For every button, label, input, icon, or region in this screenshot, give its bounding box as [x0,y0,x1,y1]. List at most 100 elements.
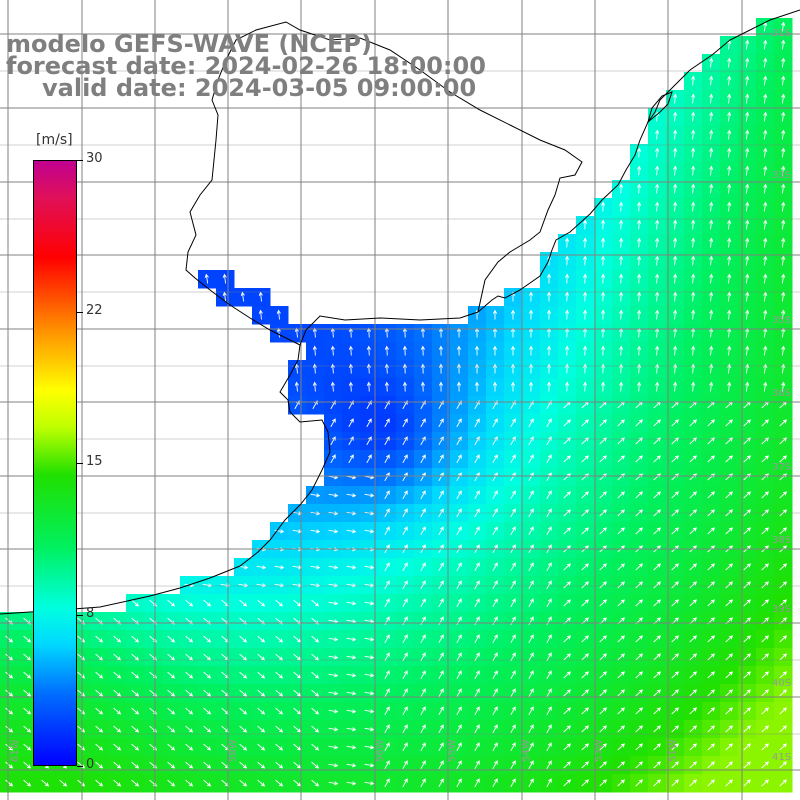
wind-arrow [781,201,786,212]
latitude-labels: 31S 33S 35S 36S 37S 38S 39S 40S 41S [772,28,791,763]
wind-arrow [346,565,357,570]
wind-arrow [619,309,624,320]
wind-arrow [402,472,408,482]
wind-arrow [727,255,732,266]
wind-arrow [456,345,461,356]
wind-arrow [384,670,390,680]
wind-arrow [131,779,140,787]
wind-arrow [203,635,212,643]
wind-arrow [402,634,408,644]
wind-arrow [761,725,769,733]
wind-arrow [492,634,498,644]
wind-arrow [364,637,375,642]
wind-arrow [293,707,302,715]
wind-arrow [510,454,516,464]
wind-arrow [707,743,715,751]
wind-arrow [510,706,516,716]
wind-arrow [761,419,769,427]
wind-arrow [131,635,140,643]
wind-arrow [239,671,248,679]
wind-arrow [510,381,516,392]
wind-arrow [384,562,390,572]
wind-arrow [743,581,751,589]
wind-arrow [275,635,284,643]
wind-arrow [743,419,751,427]
wind-arrow [691,255,696,266]
wind-arrow [619,201,624,212]
wind-arrow [293,599,302,607]
wind-arrow [653,419,661,427]
wind-arrow [222,273,227,284]
wind-arrow [346,601,357,606]
wind-arrow [438,706,444,716]
wind-arrow [689,455,697,463]
wind-arrow [420,454,426,464]
wind-arrow [617,707,625,715]
latitude-label: 31S [772,28,791,39]
wind-arrow [203,761,212,769]
wind-arrow [474,706,480,716]
wind-arrow [653,689,661,697]
wind-arrow [546,706,552,716]
wind-arrow [563,707,571,715]
wind-arrow [779,635,787,643]
wind-arrow [510,526,516,536]
wind-arrow [23,779,32,787]
wind-arrow [601,381,606,392]
wind-arrow [113,707,122,715]
wind-arrow [528,616,534,626]
wind-arrow [563,581,571,589]
wind-arrow [420,381,425,392]
wind-arrow [546,562,552,572]
wind-arrow [348,436,354,446]
wind-arrow [456,760,462,770]
wind-arrow [402,436,408,446]
longitude-labels: 61W 58W 56W 55W 54W 53W 51W [10,739,679,762]
wind-arrow [581,563,589,571]
wind-arrow [779,707,787,715]
wind-arrow [474,472,480,482]
wind-arrow [779,671,787,679]
wind-arrow [167,599,176,607]
wind-arrow [474,580,480,590]
wind-arrow [599,671,607,679]
wind-arrow [635,635,643,643]
wind-arrow [781,129,786,140]
wind-arrow [763,129,768,140]
wind-arrow [779,725,787,733]
wind-arrow [617,635,625,643]
wind-arrow [492,688,498,698]
wind-arrow [528,526,534,536]
wind-arrow [492,562,498,572]
wind-arrow [655,129,660,140]
wind-arrow [653,491,661,499]
longitude-label: 56W [375,739,386,762]
wind-arrow [364,601,375,606]
wind-arrow [763,75,768,86]
wind-arrow [364,763,375,768]
wind-arrow [364,781,375,786]
wind-arrow [492,616,498,626]
wind-arrow [707,527,715,535]
wind-arrow [779,527,787,535]
wind-arrow [185,761,194,769]
wind-arrow [438,688,444,698]
wind-arrow [617,761,625,769]
wind-arrow [583,237,588,248]
wind-arrow [637,147,642,158]
wind-arrow [113,779,122,787]
wind-arrow [131,707,140,715]
wind-arrow [438,724,444,734]
wind-arrow [131,761,140,769]
wind-arrow [311,689,320,697]
wind-arrow [420,418,426,428]
wind-arrow [257,599,266,607]
wind-arrow [761,743,769,751]
wind-arrow [510,688,516,698]
wind-arrow [745,165,750,176]
wind-arrow [635,761,643,769]
wind-arrow [5,635,14,643]
wind-arrow [779,419,787,427]
wind-arrow [707,635,715,643]
wind-arrow [743,779,751,787]
